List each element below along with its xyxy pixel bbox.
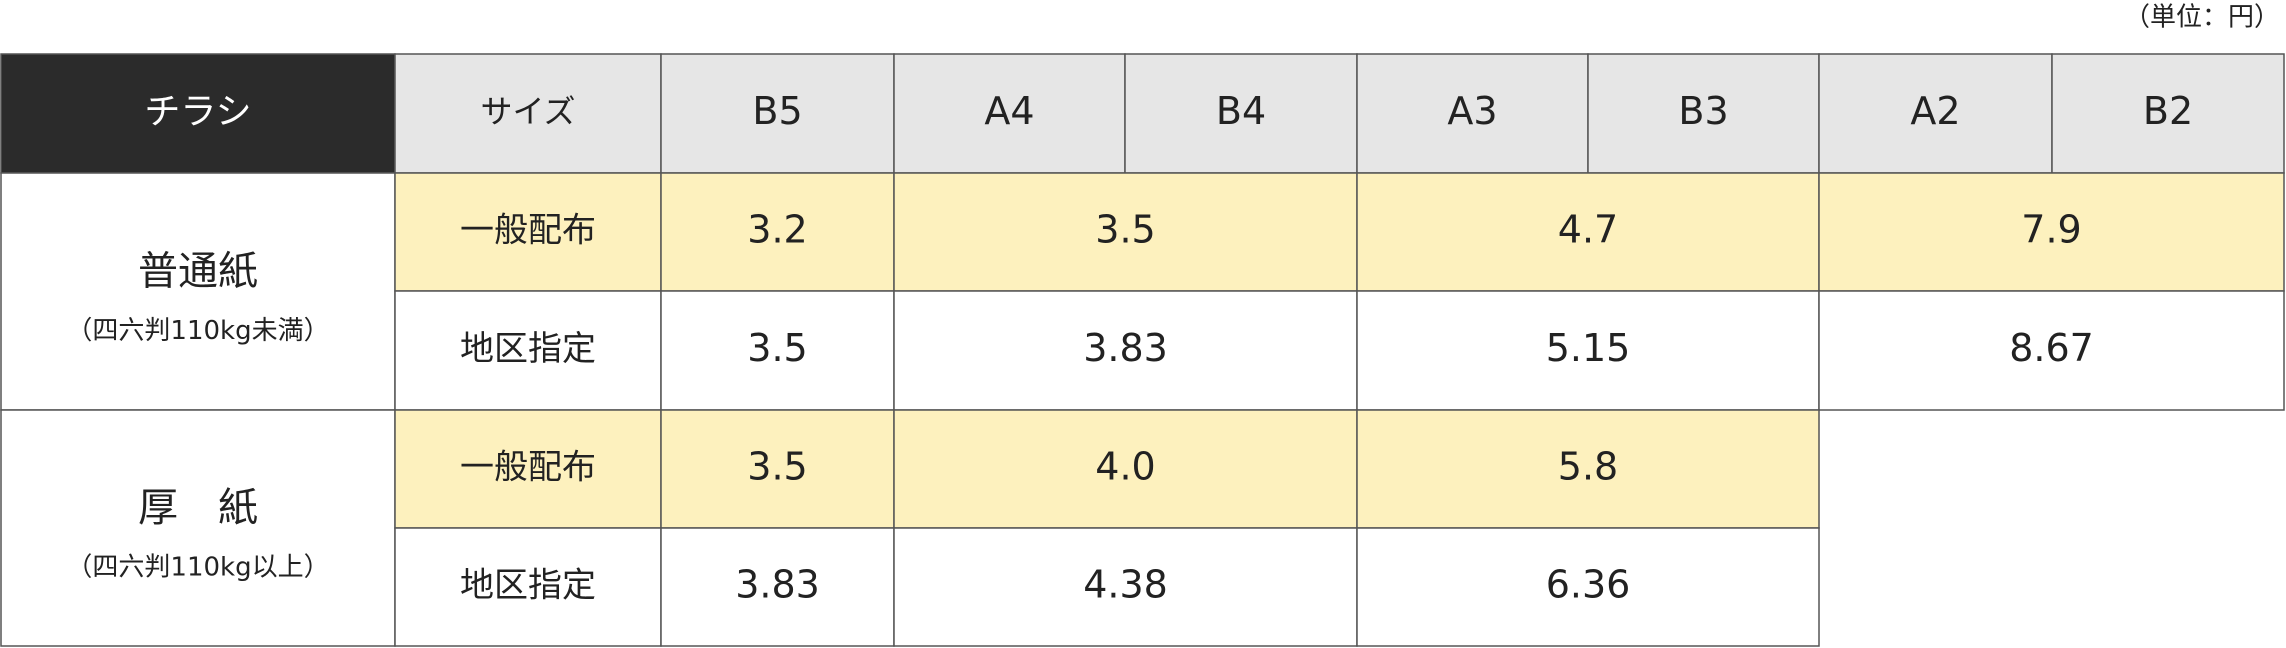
header-corner: [0, 53, 396, 174]
cell-text: 普通紙: [138, 249, 258, 295]
value-cell: [893, 290, 1358, 411]
cell-text: B4: [1216, 89, 1266, 133]
value-cell: [1818, 290, 2285, 411]
cell-text: 一般配布: [460, 448, 596, 488]
cell-text: 3.5: [1095, 208, 1155, 252]
cell-text: B2: [2143, 89, 2193, 133]
cell-text: 地区指定: [460, 566, 596, 606]
cell-text: 8.67: [2009, 326, 2094, 370]
cell-text: サイズ: [480, 93, 575, 131]
cell-text: 4.7: [1558, 208, 1618, 252]
value-cell: [1818, 172, 2285, 292]
header-cell: [1124, 53, 1358, 174]
cell-text: 3.5: [747, 445, 807, 489]
row-label-cell: [394, 290, 662, 411]
cell-text: A3: [1447, 89, 1497, 133]
row-label-cell: [394, 409, 662, 529]
cell-text: 4.38: [1083, 563, 1168, 607]
value-cell: [893, 172, 1358, 292]
cell-text: 3.83: [1083, 326, 1168, 370]
value-cell: [1356, 172, 1820, 292]
cell-text: 6.36: [1546, 563, 1631, 607]
cell-text: チラシ: [144, 92, 251, 133]
cell-text: 3.5: [747, 326, 807, 370]
group-cell: [0, 409, 396, 647]
value-cell: [660, 409, 895, 529]
group-cell: [0, 172, 396, 411]
value-cell: [660, 290, 895, 411]
value-cell: [1356, 527, 1820, 647]
cell-text: 地区指定: [460, 329, 596, 369]
cell-text: 4.0: [1095, 445, 1155, 489]
unit-note: （単位：円）: [2124, 3, 2280, 33]
cell-text: 5.15: [1546, 326, 1631, 370]
value-cell: [660, 172, 895, 292]
value-cell: [1356, 409, 1820, 529]
header-cell: [1356, 53, 1589, 174]
value-cell: [1356, 290, 1820, 411]
cell-text: B5: [752, 89, 802, 133]
header-cell: [394, 53, 662, 174]
header-cell: [893, 53, 1126, 174]
cell-text: B3: [1678, 89, 1728, 133]
cell-text: 厚 紙: [138, 485, 258, 531]
header-cell: [1818, 53, 2053, 174]
cell-text: 5.8: [1558, 445, 1618, 489]
cell-text: 3.2: [747, 208, 807, 252]
cell-text: 7.9: [2021, 208, 2081, 252]
cell-text: 3.83: [735, 563, 820, 607]
cell-text: A2: [1910, 89, 1960, 133]
cell-text: （四六判110kg以上）: [66, 553, 329, 583]
header-cell: [660, 53, 895, 174]
cell-text: 一般配布: [460, 211, 596, 251]
cell-text: （四六判110kg未満）: [66, 316, 329, 346]
value-cell: [893, 527, 1358, 647]
cell-text: A4: [984, 89, 1034, 133]
value-cell: [660, 527, 895, 647]
